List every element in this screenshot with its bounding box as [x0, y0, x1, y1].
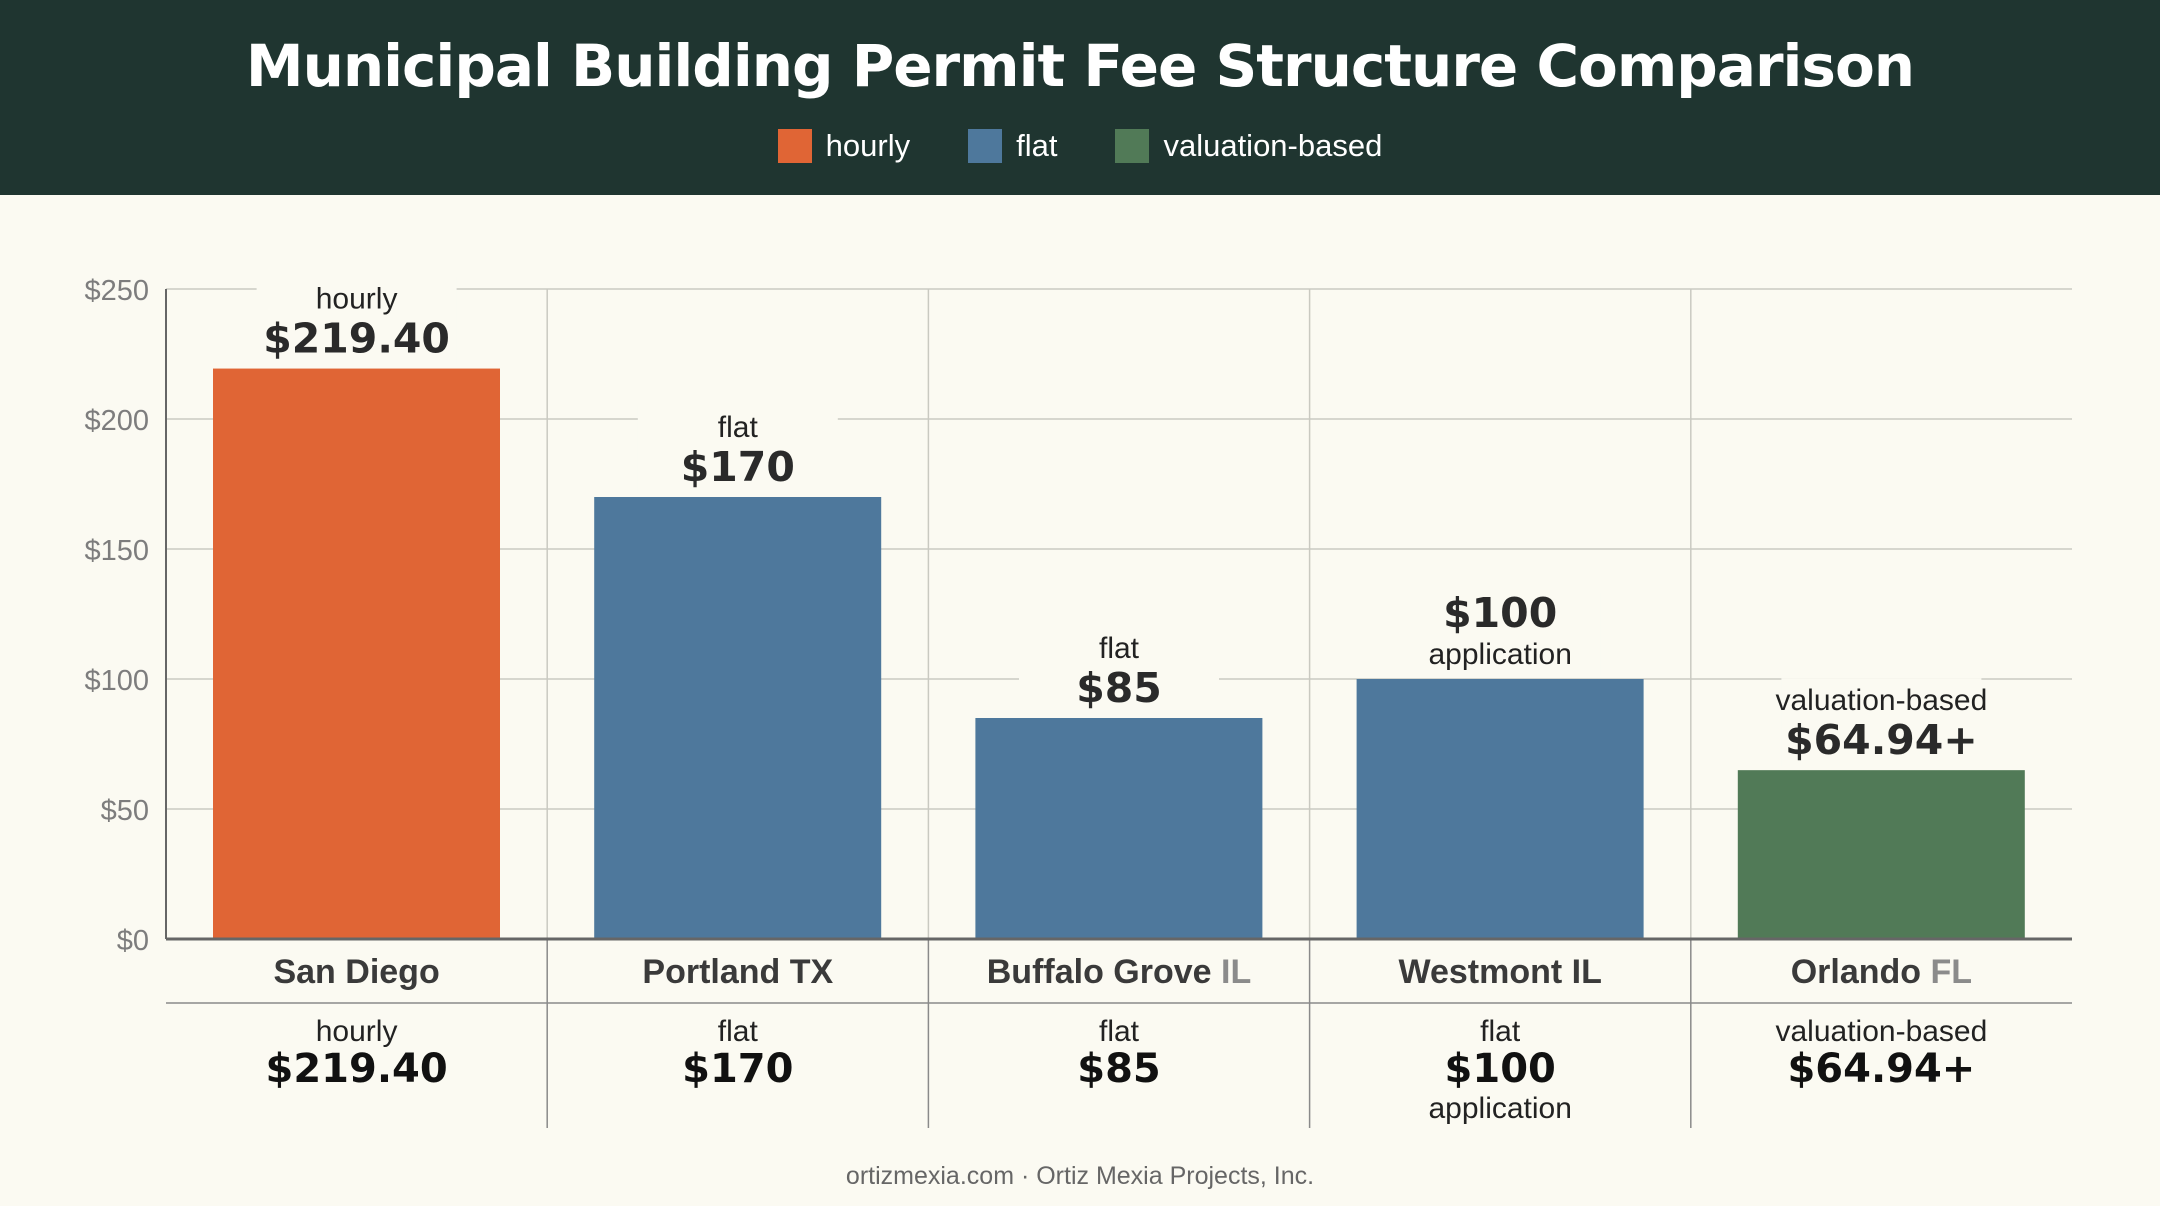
legend-item-hourly: hourly — [777, 128, 911, 164]
category-label: Portland TX — [642, 953, 833, 991]
legend-label: hourly — [825, 128, 911, 163]
y-tick-label: $100 — [84, 665, 149, 697]
legend: hourly flat valuation-based — [0, 128, 2160, 164]
legend-item-flat: flat — [968, 128, 1057, 164]
bar-value-label: $170 — [681, 443, 795, 491]
legend-swatch — [777, 129, 812, 163]
bar-value-label: $64.94+ — [1785, 716, 1978, 764]
bar — [1737, 770, 2025, 939]
label-backdrop — [256, 276, 457, 365]
bar — [1356, 679, 1644, 939]
table-fee-note: application — [1428, 1092, 1571, 1125]
label-backdrop — [1781, 678, 1982, 767]
table-fee-value: $85 — [1077, 1046, 1161, 1092]
footer-credit: ortizmexia.com · Ortiz Mexia Projects, I… — [845, 1162, 1315, 1190]
y-tick-label: $50 — [101, 795, 149, 827]
table-fee-value: $170 — [682, 1046, 793, 1092]
category-name: San Diego — [273, 953, 439, 991]
bar-fee-type-label: flat — [1099, 632, 1140, 665]
category-name: Buffalo Grove — [987, 953, 1212, 991]
category-name: Westmont IL — [1399, 953, 1602, 991]
y-tick-label: $150 — [84, 535, 149, 567]
table-fee-value: $100 — [1445, 1046, 1556, 1092]
bar-fee-type-label: flat — [718, 411, 759, 444]
bar-fee-type-label: hourly — [316, 283, 398, 316]
table-fee-type: flat — [1099, 1015, 1140, 1048]
category-label: Orlando FL — [1791, 953, 1972, 991]
y-tick-label: $200 — [84, 405, 149, 437]
category-state: IL — [1212, 953, 1252, 991]
table-fee-type: flat — [718, 1015, 759, 1048]
bar-note-label: application — [1428, 638, 1571, 671]
table-fee-type: hourly — [316, 1015, 398, 1048]
label-backdrop — [1019, 626, 1219, 714]
bar-fee-type-label: valuation-based — [1775, 684, 1987, 717]
table-fee-type: flat — [1480, 1015, 1521, 1048]
bar — [213, 368, 500, 939]
chart-title: Municipal Building Permit Fee Structure … — [245, 32, 1915, 100]
category-name: Orlando — [1791, 953, 1921, 991]
legend-item-valuation-based: valuation-based — [1115, 128, 1382, 164]
table-fee-type: valuation-based — [1775, 1015, 1987, 1048]
category-state: FL — [1921, 953, 1972, 991]
label-backdrop — [1400, 593, 1601, 675]
y-tick-label: $0 — [117, 925, 149, 957]
category-name: Portland TX — [642, 953, 833, 991]
legend-swatch — [968, 129, 1003, 163]
y-tick-label: $250 — [84, 275, 149, 307]
bar-value-label: $85 — [1076, 664, 1162, 712]
chart-header: Municipal Building Permit Fee Structure … — [0, 0, 2160, 195]
label-backdrop — [637, 405, 838, 493]
category-label: San Diego — [273, 953, 439, 991]
category-label: Buffalo Grove IL — [987, 953, 1251, 991]
bar — [594, 497, 882, 939]
bar-value-label: $219.40 — [263, 315, 450, 363]
legend-label: valuation-based — [1163, 128, 1383, 163]
category-label: Westmont IL — [1399, 953, 1602, 991]
legend-swatch — [1115, 129, 1150, 163]
bar — [975, 718, 1263, 939]
table-fee-value: $64.94+ — [1787, 1046, 1975, 1092]
legend-label: flat — [1016, 128, 1058, 163]
bar-value-label: $100 — [1443, 589, 1557, 637]
table-fee-value: $219.40 — [266, 1046, 448, 1092]
